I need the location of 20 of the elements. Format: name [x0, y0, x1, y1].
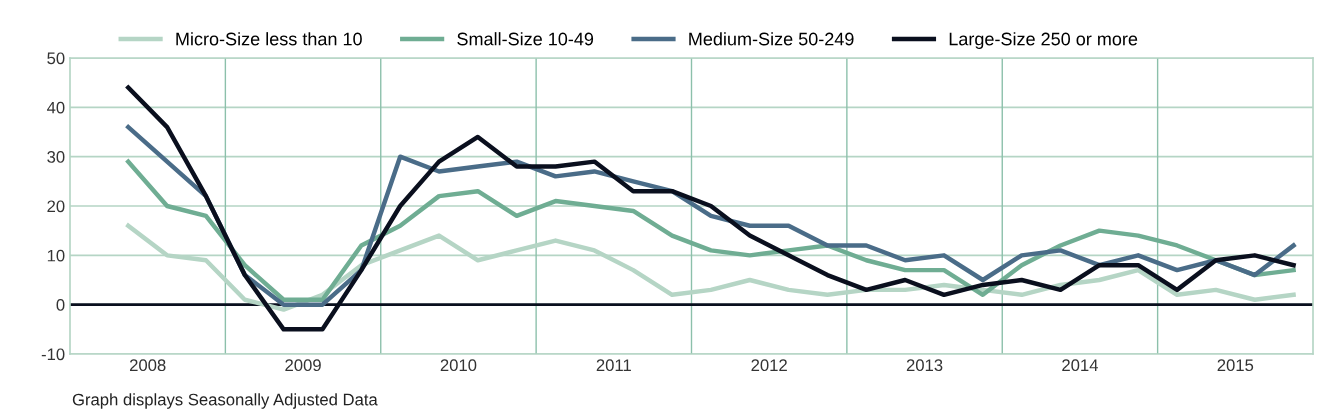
legend-label: Large-Size 250 or more	[949, 32, 1138, 49]
y-tick-label: 50	[47, 52, 65, 65]
legend-label: Micro-Size less than 10	[176, 32, 362, 46]
y-tick-label: 20	[47, 200, 65, 213]
x-tick-label: 2010	[440, 359, 477, 372]
legend-label: Small-Size 10-49	[457, 32, 594, 46]
text: Graph displays Seasonally Adjusted Data	[72, 393, 378, 409]
x-tick-label: 2014	[1062, 359, 1098, 372]
x-tick-label: 2013	[906, 359, 943, 372]
x-tick-label: 2011	[596, 359, 631, 372]
x-tick-label: 2015	[1217, 359, 1254, 372]
x-tick-label: 2009	[285, 359, 321, 372]
y-tick-label: 10	[47, 249, 65, 262]
legend-label: Medium-Size 50-249	[689, 32, 854, 46]
y-tick-label: 30	[47, 151, 65, 163]
y-tick-label: 0	[56, 299, 65, 311]
x-tick-label: 2008	[129, 359, 166, 372]
y-tick-label: -10	[41, 348, 65, 361]
x-tick-label: 2012	[751, 359, 787, 372]
y-tick-label: 40	[46, 101, 65, 114]
